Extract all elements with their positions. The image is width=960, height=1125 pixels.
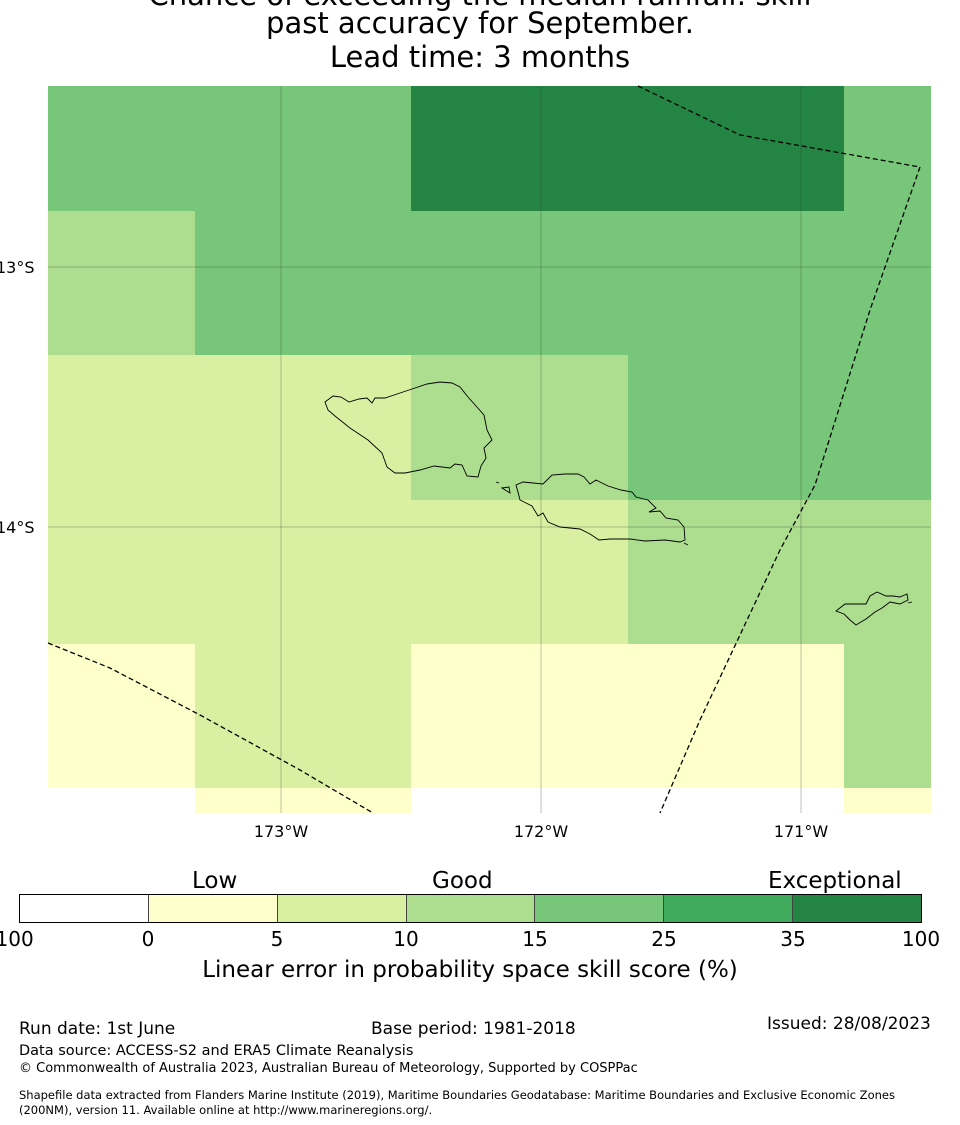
colorbar-segment (20, 895, 149, 922)
skill-cell (195, 355, 411, 500)
skill-cell (411, 788, 628, 813)
skill-cell (628, 211, 844, 355)
skill-cell (48, 788, 195, 813)
issued-date: Issued: 28/08/2023 (767, 1014, 931, 1034)
skill-cell (411, 86, 628, 211)
coastline-fragment-manono-west (495, 481, 500, 484)
coastlines (324, 381, 913, 626)
skill-cell (195, 788, 411, 813)
colorbar-tick: 15 (522, 927, 548, 951)
colorbar-segment (535, 895, 665, 922)
shapefile-credit-line-1: Shapefile data extracted from Flanders M… (19, 1088, 895, 1102)
colorbar-tick: 0 (141, 927, 155, 951)
eez-boundaries (47, 85, 921, 814)
skill-cell (195, 500, 411, 644)
colorbar-tick: 25 (651, 927, 677, 951)
colorbar-segment (664, 895, 794, 922)
colorbar-tick: 100 (901, 927, 941, 951)
skill-cell (628, 86, 844, 211)
lat-label-14s: 14°S (0, 518, 35, 537)
lon-label-171w: 171°W (773, 822, 829, 841)
skill-cell (195, 644, 411, 788)
colorbar-segment (793, 895, 922, 922)
category-label-exceptional: Exceptional (768, 868, 902, 894)
skill-cell (844, 211, 931, 355)
lat-label-13s: 13°S (0, 258, 35, 277)
copyright: © Commonwealth of Australia 2023, Austra… (19, 1061, 638, 1076)
lon-label-172w: 172°W (513, 822, 569, 841)
category-label-low: Low (192, 868, 238, 894)
map-title-line-1: Chance of exceeding the median rainfall:… (0, 0, 960, 12)
skill-cell (48, 644, 195, 788)
colorbar-segment (148, 895, 278, 922)
skill-cell (411, 211, 628, 355)
skill-cell (844, 355, 931, 500)
colorbar-label: Linear error in probability space skill … (202, 957, 738, 983)
colorbar-segment (277, 895, 407, 922)
island-savaii (324, 381, 493, 478)
colorbar-tick: -100 (0, 927, 34, 951)
skill-cell (48, 211, 195, 355)
skill-cell (48, 86, 195, 211)
map-title-line-3: Lead time: 3 months (329, 40, 631, 74)
gridlines (48, 86, 931, 813)
base-period: Base period: 1981-2018 (371, 1019, 576, 1039)
skill-cell (411, 500, 628, 644)
skill-cell (628, 788, 844, 813)
skill-map (47, 85, 931, 814)
shapefile-credit-line-2: (200NM), version 11. Available online at… (19, 1103, 433, 1117)
island-manono (500, 486, 511, 494)
island-upolu (515, 473, 686, 543)
colorbar (19, 894, 922, 923)
run-date: Run date: 1st June (19, 1019, 176, 1039)
coastline-fragment-tutuila-east (907, 601, 913, 604)
colorbar-tick: 35 (780, 927, 806, 951)
skill-cell (195, 211, 411, 355)
eez-boundary-southwest (47, 642, 374, 814)
colorbar-segment (406, 895, 536, 922)
skill-grid-cells (48, 86, 931, 813)
skill-cell (844, 86, 931, 211)
category-label-good: Good (432, 868, 493, 894)
skill-cell (48, 355, 195, 500)
colorbar-tick: 10 (393, 927, 419, 951)
skill-cell (411, 355, 628, 500)
skill-cell (628, 500, 844, 644)
skill-cell (195, 86, 411, 211)
skill-cell (628, 644, 844, 788)
data-source: Data source: ACCESS-S2 and ERA5 Climate … (19, 1043, 414, 1059)
lon-label-173w: 173°W (253, 822, 309, 841)
skill-cell (844, 500, 931, 644)
coastline-fragment-upolu-east (683, 542, 689, 546)
colorbar-tick: 5 (270, 927, 284, 951)
map-title-line-2: past accuracy for September. (266, 6, 694, 40)
island-tutuila (835, 591, 909, 626)
skill-cell (48, 500, 195, 644)
skill-cell (844, 788, 931, 813)
skill-cell (411, 644, 628, 788)
skill-cell (628, 355, 844, 500)
skill-cell (844, 644, 931, 788)
